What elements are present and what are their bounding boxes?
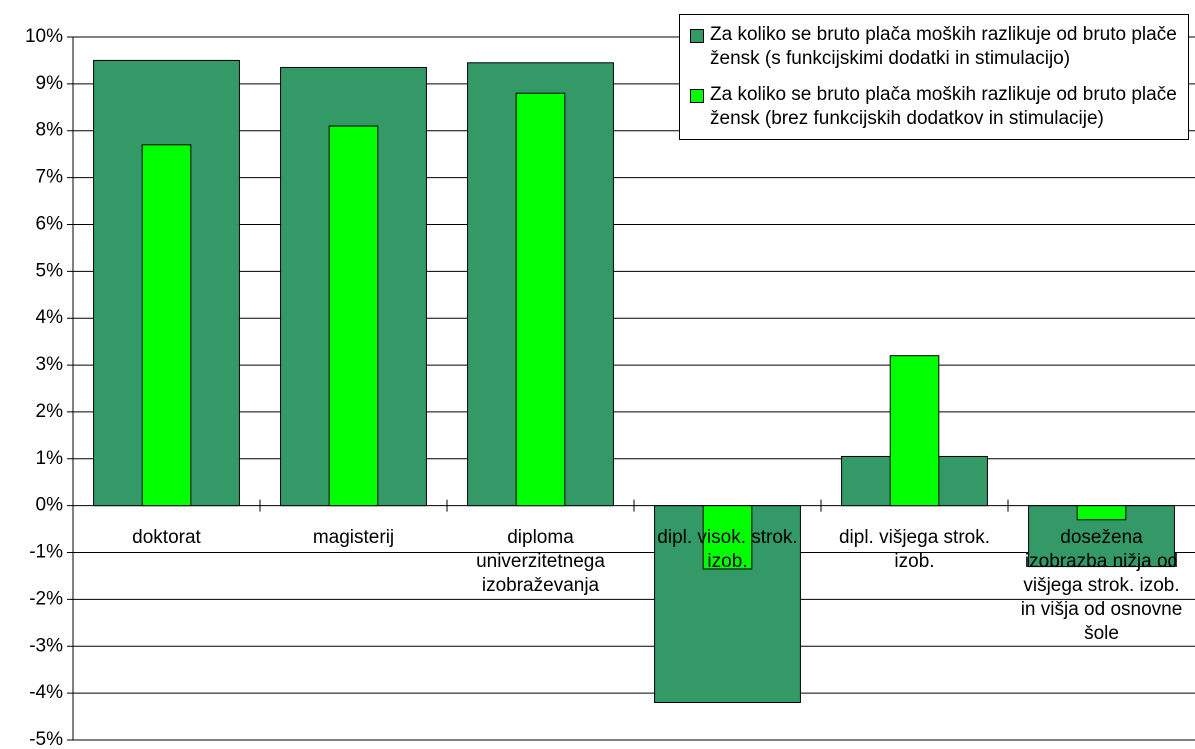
y-tick-label: -3% [29, 635, 63, 656]
x-tick-label: magisterij [312, 526, 395, 548]
x-tick-label: dipl. visok. strok. izob. [657, 526, 798, 572]
y-tick-label: 2% [36, 401, 64, 422]
y-tick-label: -5% [29, 729, 63, 749]
y-tick-label: 5% [36, 260, 64, 281]
y-tick-label: -2% [29, 588, 63, 609]
y-tick-label: 9% [36, 73, 64, 94]
bar [141, 144, 192, 507]
y-tick-label: 3% [36, 354, 64, 375]
y-tick-label: 1% [36, 448, 64, 469]
legend-swatch [690, 89, 704, 103]
y-tick-label: 0% [36, 495, 64, 516]
legend: Za koliko se bruto plača moških razlikuj… [679, 14, 1189, 140]
y-tick-label: 10% [25, 26, 63, 47]
legend-item: Za koliko se bruto plača moških razlikuj… [690, 23, 1180, 71]
bar [328, 125, 379, 507]
y-tick-label: 4% [36, 307, 64, 328]
x-tick-label: doktorat [132, 526, 201, 548]
y-tick-label: 7% [36, 167, 64, 188]
y-tick-label: -1% [29, 542, 63, 563]
bar [515, 92, 566, 507]
y-tick-label: -4% [29, 682, 63, 703]
legend-label: Za koliko se bruto plača moških razlikuj… [710, 84, 1177, 129]
legend-swatch [690, 29, 704, 43]
bar [1076, 505, 1127, 521]
x-tick-label: dipl. višjega strok. izob. [838, 526, 990, 572]
y-tick-label: 6% [36, 213, 64, 234]
x-tick-label: dosežena izobrazba nižja od višjega stro… [1020, 526, 1183, 644]
y-tick-label: 8% [36, 120, 64, 141]
legend-label: Za koliko se bruto plača moških razlikuj… [710, 24, 1177, 69]
bar [889, 355, 940, 507]
x-tick-label: diploma univerzitetnega izobraževanja [476, 526, 605, 596]
legend-item: Za koliko se bruto plača moških razlikuj… [690, 83, 1180, 131]
bar [702, 505, 753, 570]
